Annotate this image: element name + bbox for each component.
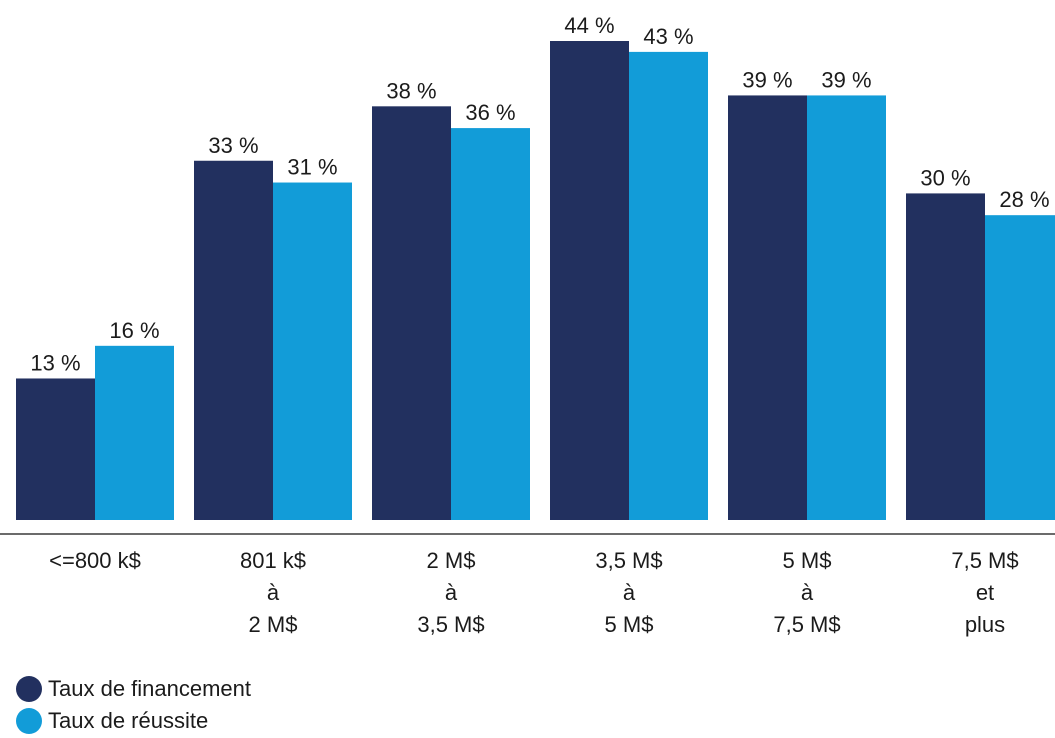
bar-financement-2 [372, 106, 451, 521]
category-label: <=800 k$ [49, 548, 141, 573]
category-label: 2 M$ [427, 548, 476, 573]
legend-label: Taux de financement [48, 676, 252, 701]
category-label: à [801, 580, 814, 605]
category-labels-layer: <=800 k$ 801 k$ à 2 M$ 2 M$ à 3,5 M$ 3,5 M$ à 5 M… [49, 548, 1019, 637]
bar-value-label: 44 % [564, 13, 614, 38]
bar-reussite-2 [451, 128, 530, 520]
category-label: 801 k$ [240, 548, 306, 573]
category-label: à [267, 580, 280, 605]
category-label: 7,5 M$ [773, 612, 840, 637]
bar-reussite-4 [807, 95, 886, 520]
bar-reussite-5 [985, 215, 1055, 520]
category-label: 5 M$ [605, 612, 654, 637]
category-label: 7,5 M$ [951, 548, 1018, 573]
legend-item-taux-de-financement: Taux de financement [16, 674, 251, 704]
bar-financement-3 [550, 41, 629, 520]
legend: Taux de financement Taux de réussite [16, 674, 251, 738]
category-label: à [445, 580, 458, 605]
category-label: 3,5 M$ [595, 548, 662, 573]
bar-value-label: 39 % [742, 67, 792, 92]
category-label: 5 M$ [783, 548, 832, 573]
bar-financement-1 [194, 160, 273, 520]
bar-value-label: 38 % [386, 78, 436, 103]
bar-reussite-1 [273, 182, 352, 521]
legend-swatch-dark-blue-icon [16, 676, 42, 702]
category-label: et [976, 580, 994, 605]
category-label: plus [965, 612, 1005, 637]
category-label: 2 M$ [249, 612, 298, 637]
bar-value-label: 30 % [920, 165, 970, 190]
bar-chart: 13 % 16 % 33 % 31 % 38 % 36 % 44 % 43 % 39 % 39 %… [0, 13, 1055, 637]
bar-value-label: 36 % [465, 100, 515, 125]
bar-value-label: 28 % [999, 187, 1049, 212]
bar-reussite-0 [95, 345, 174, 520]
bar-value-label: 31 % [287, 155, 337, 180]
bar-value-label: 43 % [643, 24, 693, 49]
bar-value-label: 13 % [30, 350, 80, 375]
bar-value-label: 33 % [208, 133, 258, 158]
bar-value-label: 16 % [109, 318, 159, 343]
bar-financement-0 [16, 378, 95, 520]
bars-layer: 13 % 16 % 33 % 31 % 38 % 36 % 44 % 43 % 39 % 39 %… [16, 13, 1055, 521]
legend-swatch-light-blue-icon [16, 708, 42, 734]
legend-label: Taux de réussite [48, 708, 209, 733]
legend-item-taux-de-reussite: Taux de réussite [16, 706, 251, 736]
bar-reussite-3 [629, 51, 708, 521]
bar-financement-5 [906, 193, 985, 520]
category-label: 3,5 M$ [417, 612, 484, 637]
bar-value-label: 39 % [821, 67, 871, 92]
category-label: à [623, 580, 636, 605]
bar-financement-4 [728, 95, 807, 520]
